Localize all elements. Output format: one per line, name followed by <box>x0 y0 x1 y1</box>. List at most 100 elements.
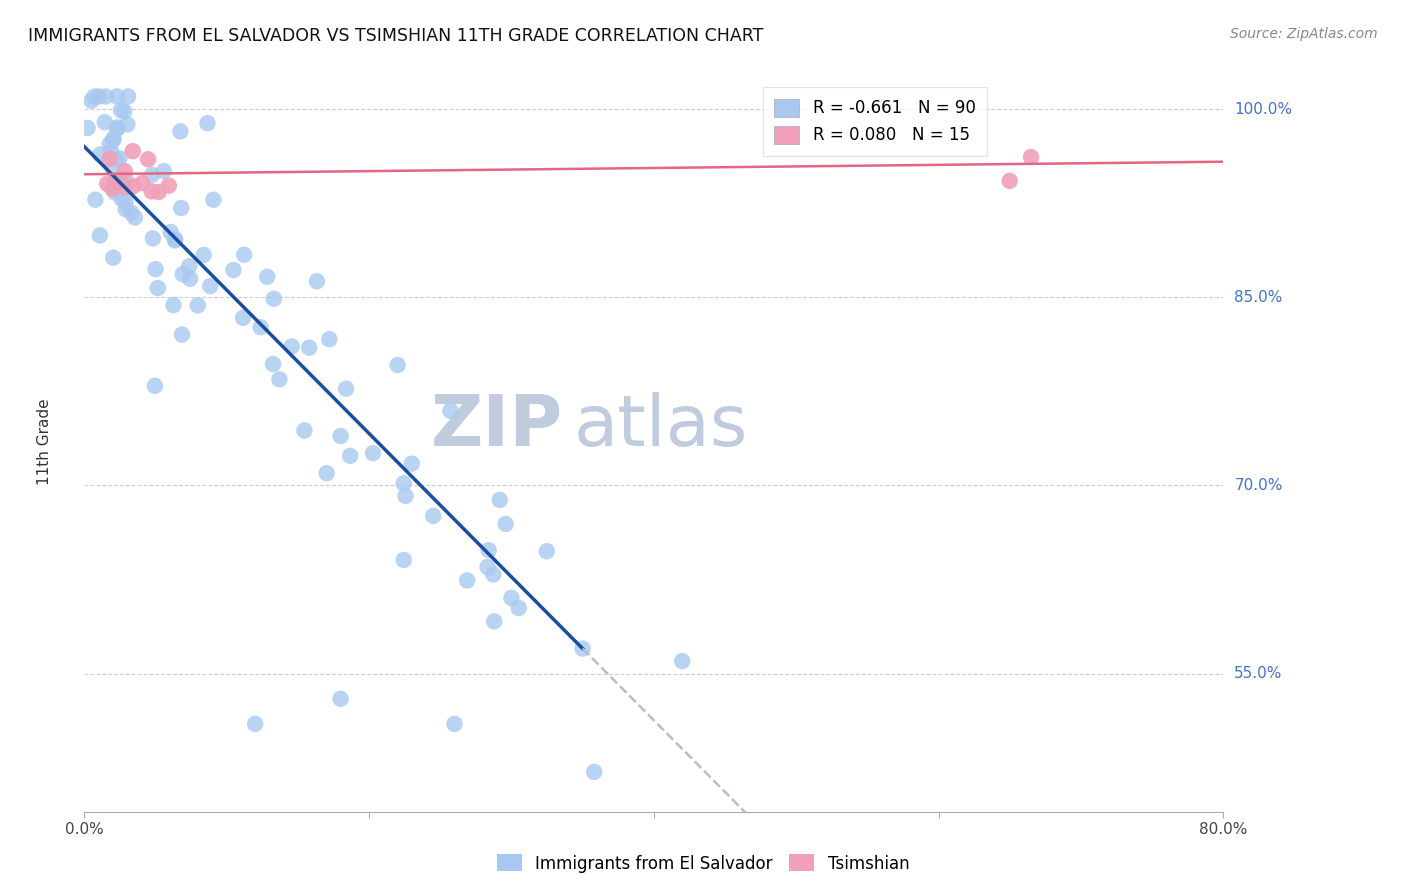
Point <box>131 176 153 190</box>
Point <box>443 717 465 731</box>
Text: 11th Grade: 11th Grade <box>37 398 52 485</box>
Text: 55.0%: 55.0% <box>1234 666 1282 681</box>
Point <box>89 228 111 243</box>
Point <box>172 267 194 281</box>
Point <box>263 292 285 306</box>
Point <box>159 225 181 239</box>
Point <box>114 180 136 194</box>
Point <box>152 164 174 178</box>
Point <box>262 357 284 371</box>
Point <box>112 104 135 119</box>
Point <box>179 272 201 286</box>
Point <box>141 185 163 199</box>
Legend: Immigrants from El Salvador, Tsimshian: Immigrants from El Salvador, Tsimshian <box>491 847 915 880</box>
Point <box>96 177 118 191</box>
Point <box>141 168 163 182</box>
Point <box>394 489 416 503</box>
Point <box>245 717 267 731</box>
Point <box>482 567 505 582</box>
Point <box>117 89 139 103</box>
Point <box>76 120 98 135</box>
Point <box>163 234 186 248</box>
Point <box>94 89 117 103</box>
Point <box>101 161 124 176</box>
Point <box>84 193 107 207</box>
Text: atlas: atlas <box>574 392 748 461</box>
Point <box>671 654 693 668</box>
Point <box>170 201 193 215</box>
Point <box>83 89 105 103</box>
Point <box>114 195 136 210</box>
Text: 70.0%: 70.0% <box>1234 478 1282 493</box>
Point <box>329 429 352 443</box>
Point <box>233 248 256 262</box>
Point <box>392 476 415 491</box>
Point <box>401 457 423 471</box>
Point <box>305 274 328 288</box>
Point <box>101 182 124 196</box>
Point <box>93 115 115 129</box>
Point <box>104 178 127 192</box>
Point <box>103 251 125 265</box>
Point <box>105 120 128 135</box>
Point <box>488 492 510 507</box>
Point <box>222 263 245 277</box>
Point <box>80 94 103 108</box>
Point <box>339 449 361 463</box>
Point <box>165 232 187 246</box>
Point <box>298 341 321 355</box>
Point <box>571 641 593 656</box>
Point <box>269 372 291 386</box>
Point <box>456 574 478 588</box>
Point <box>100 144 122 158</box>
Point <box>170 327 193 342</box>
Point <box>146 281 169 295</box>
Point <box>200 279 222 293</box>
Text: 85.0%: 85.0% <box>1234 290 1282 305</box>
Text: 100.0%: 100.0% <box>1234 102 1292 117</box>
Point <box>294 424 316 438</box>
Point <box>169 124 191 138</box>
Point <box>98 137 121 152</box>
Text: ZIP: ZIP <box>430 392 562 461</box>
Text: Source: ZipAtlas.com: Source: ZipAtlas.com <box>1230 27 1378 41</box>
Legend: R = -0.661   N = 90, R = 0.080   N = 15: R = -0.661 N = 90, R = 0.080 N = 15 <box>762 87 987 156</box>
Point <box>103 175 125 189</box>
Point <box>157 178 180 193</box>
Point <box>103 133 125 147</box>
Point <box>114 172 136 186</box>
Point <box>98 152 121 166</box>
Point <box>392 553 415 567</box>
Text: IMMIGRANTS FROM EL SALVADOR VS TSIMSHIAN 11TH GRADE CORRELATION CHART: IMMIGRANTS FROM EL SALVADOR VS TSIMSHIAN… <box>28 27 763 45</box>
Point <box>495 516 517 531</box>
Point <box>477 560 499 574</box>
Point <box>187 298 209 312</box>
Point <box>121 144 143 158</box>
Point <box>202 193 225 207</box>
Point <box>124 211 146 225</box>
Point <box>422 508 444 523</box>
Point <box>232 310 254 325</box>
Point <box>142 231 165 245</box>
Point <box>108 152 131 166</box>
Point <box>114 164 136 178</box>
Point <box>110 103 132 118</box>
Point <box>482 615 505 629</box>
Point <box>387 358 409 372</box>
Point <box>439 403 461 417</box>
Point <box>103 132 125 146</box>
Point <box>105 122 128 136</box>
Point <box>145 262 167 277</box>
Point <box>197 116 219 130</box>
Point <box>361 446 384 460</box>
Point <box>104 152 127 166</box>
Point <box>501 591 523 605</box>
Point <box>111 192 134 206</box>
Point <box>256 269 278 284</box>
Point <box>105 89 128 103</box>
Point <box>105 174 128 188</box>
Point <box>114 202 136 216</box>
Point <box>89 147 111 161</box>
Point <box>122 179 145 194</box>
Point <box>329 691 352 706</box>
